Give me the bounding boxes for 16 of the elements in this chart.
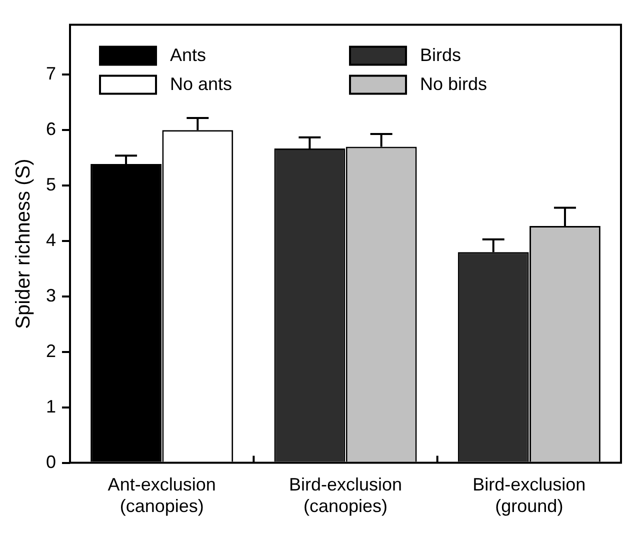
x-tick-label: Ant-exclusion (canopies) [108,474,216,516]
y-tick-label: 6 [46,119,56,140]
y-tick-label: 1 [46,396,56,416]
legend-label: Birds [420,44,462,65]
y-tick-label: 3 [46,285,56,306]
y-tick-label: 2 [46,340,56,361]
legend-label: Ants [170,44,206,65]
y-tick-label: 4 [46,230,56,250]
y-axis-title: Spider richness (S) [12,158,35,329]
x-tick-label: Bird-exclusion (canopies) [288,474,402,516]
legend-label: No ants [170,74,232,94]
y-tick-label: 5 [46,174,56,195]
legend-label: No birds [420,74,488,94]
y-tick-label: 0 [46,452,56,472]
x-tick-label: Bird-exclusion (ground) [472,474,586,516]
y-tick-label: 7 [46,64,56,84]
